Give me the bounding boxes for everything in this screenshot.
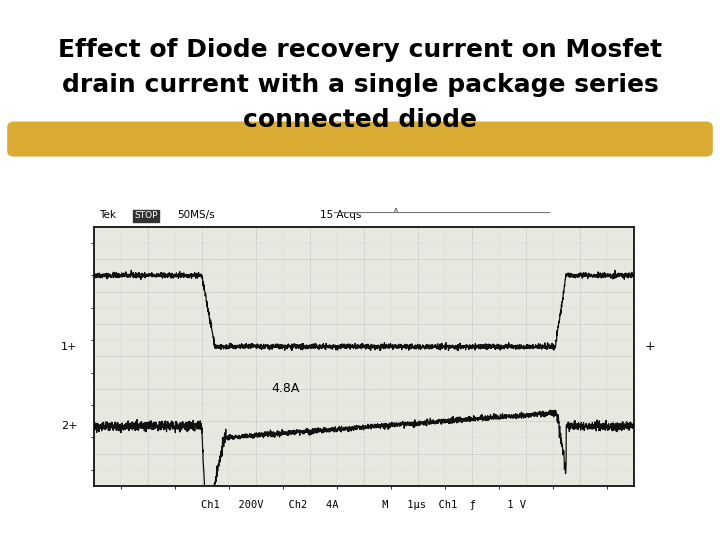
Text: 2+: 2+	[61, 421, 78, 431]
Text: 4.8A: 4.8A	[272, 382, 300, 395]
Text: Ch1   200V    Ch2   4A       M   1μs  Ch1  ƒ     1 V: Ch1 200V Ch2 4A M 1μs Ch1 ƒ 1 V	[201, 500, 526, 510]
Text: drain current with a single package series: drain current with a single package seri…	[62, 73, 658, 97]
Text: Effect of Diode recovery current on Mosfet: Effect of Diode recovery current on Mosf…	[58, 38, 662, 62]
Text: Tek: Tek	[99, 210, 116, 220]
Text: 15 Acqs: 15 Acqs	[320, 210, 361, 220]
Text: +: +	[644, 340, 655, 353]
Text: STOP: STOP	[134, 211, 158, 220]
Text: 50MS/s: 50MS/s	[177, 210, 215, 220]
Text: 1+: 1+	[61, 342, 78, 352]
Text: connected diode: connected diode	[243, 108, 477, 132]
